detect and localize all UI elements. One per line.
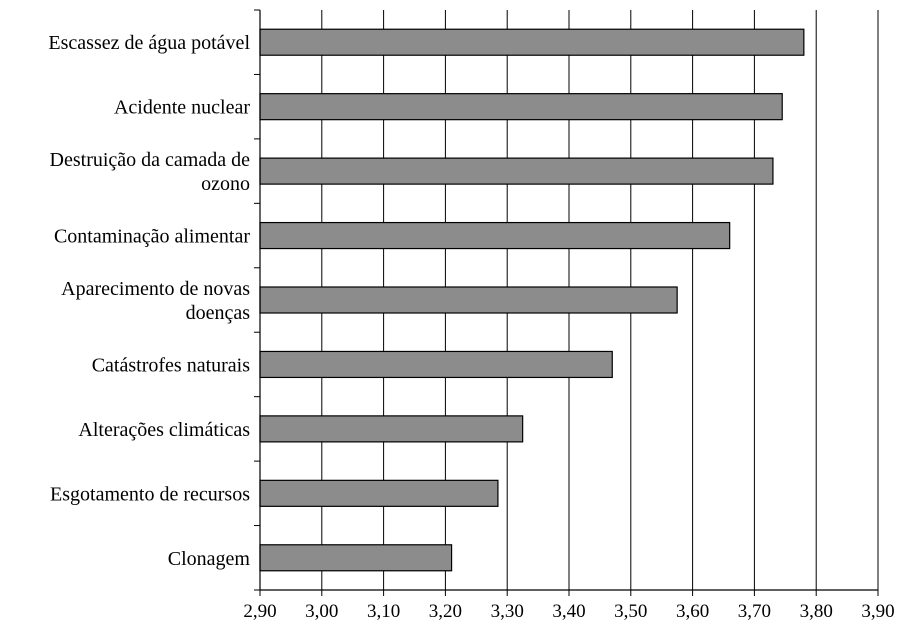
category-label: ozono [201,173,250,195]
x-tick-label: 3,30 [491,601,524,622]
category-label: Escassez de água potável [48,32,250,54]
category-label: Contaminação alimentar [54,226,250,248]
bar [259,221,731,250]
bars [259,28,805,572]
category-label: doenças [186,302,251,324]
category-label: Destruição da camada de [50,149,251,171]
x-tick-label: 3,50 [614,601,647,622]
x-tick-label: 3,00 [305,601,338,622]
bar [259,286,678,314]
category-label: Aparecimento de novas [61,278,250,300]
x-tick-label: 3,80 [800,601,833,622]
bar [259,544,453,572]
bar [259,28,805,56]
bar [259,479,499,507]
bar [259,93,783,121]
x-tick-label: 3,90 [861,601,894,622]
x-tick-labels: 2,90 3,00 3,10 3,20 3,30 3,40 3,50 3,60 3,70 3,80… [243,601,894,622]
bar [259,350,613,379]
x-tick-label: 3,40 [552,601,585,622]
category-label: Esgotamento de recursos [50,483,250,505]
category-labels: Escassez de água potável Acidente nuclear… [48,32,250,570]
x-tick-label: 2,90 [243,601,276,622]
category-label: Clonagem [168,548,251,570]
category-label: Catástrofes naturais [92,354,250,376]
x-tick-label: 3,70 [738,601,771,622]
x-tick-label: 3,60 [676,601,709,622]
axes [254,9,879,596]
category-label: Acidente nuclear [114,97,250,119]
category-label: Alterações climáticas [78,419,250,441]
bar [259,157,774,185]
bar [259,415,524,443]
x-tick-label: 3,20 [429,601,462,622]
x-tick-label: 3,10 [367,601,400,622]
